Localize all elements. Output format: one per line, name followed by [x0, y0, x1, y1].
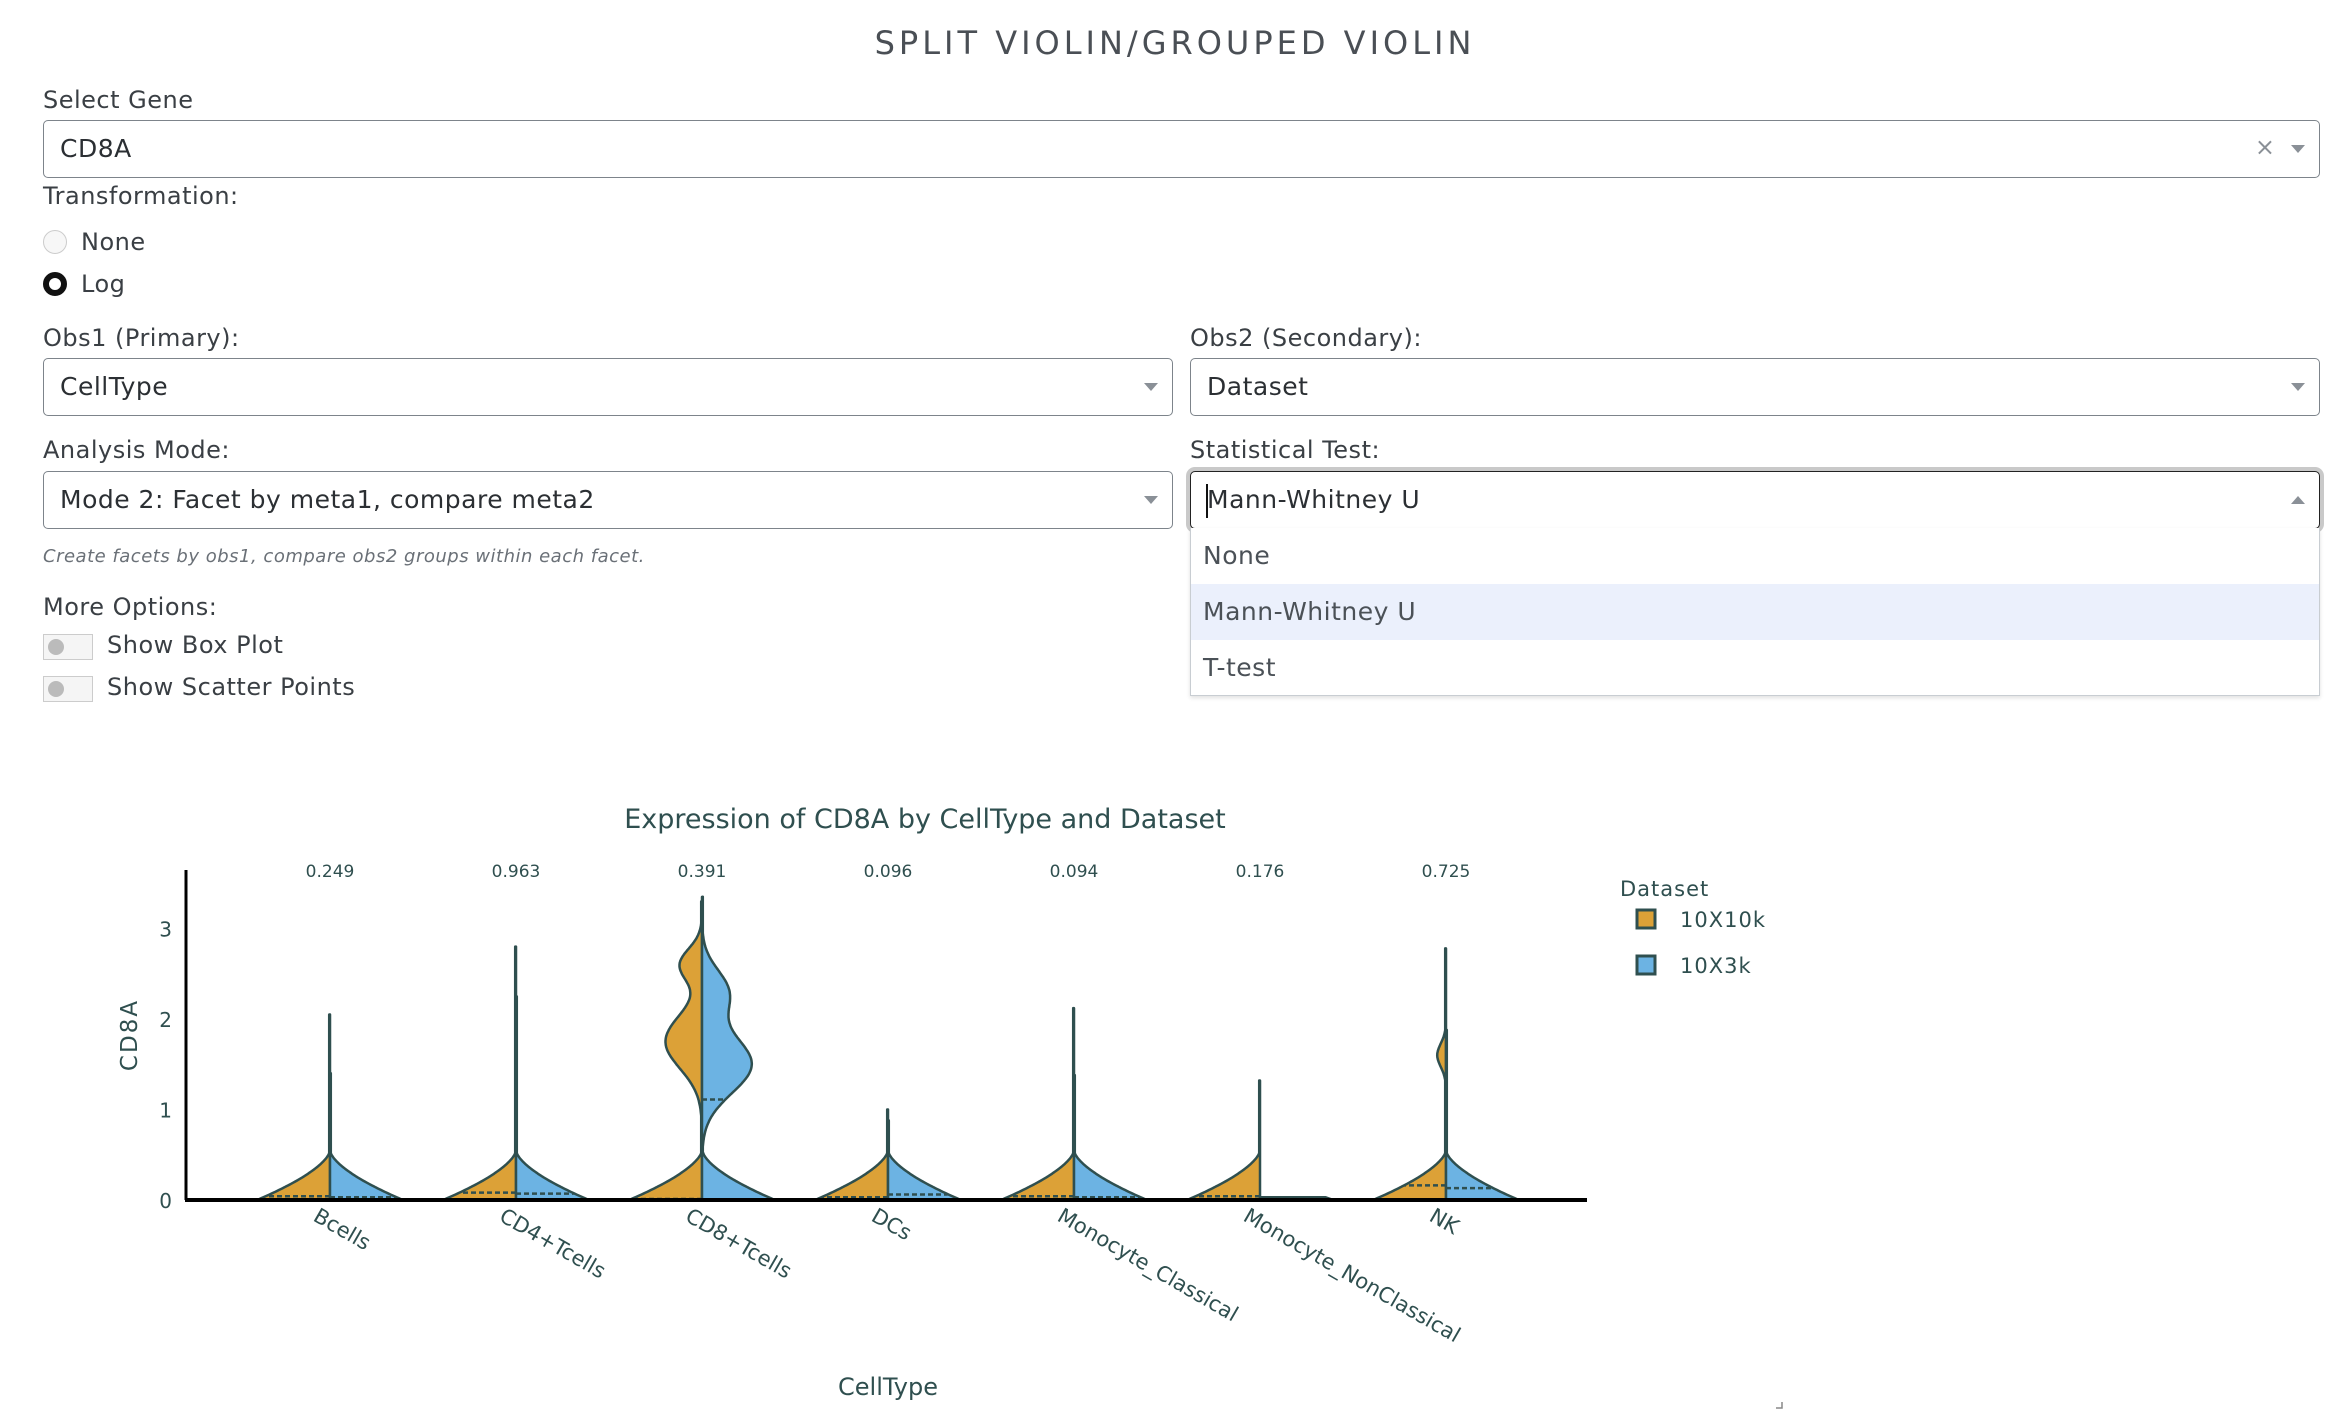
p-value-label: 0.725 — [1422, 862, 1471, 882]
violin-10x3k-dcs[interactable] — [886, 1119, 963, 1202]
radio-none[interactable] — [43, 230, 67, 254]
p-value-label: 0.094 — [1050, 862, 1099, 882]
violin-10x10k-cd8+tcells[interactable] — [627, 900, 704, 1202]
chevron-down-icon[interactable] — [2291, 383, 2305, 391]
p-value-label: 0.963 — [492, 862, 541, 882]
violin-10x3k-nk[interactable] — [1444, 1028, 1521, 1202]
chevron-down-icon[interactable] — [1144, 383, 1158, 391]
analysis-mode-label: Analysis Mode: — [43, 436, 230, 464]
violin-10x3k-cd4+tcells[interactable] — [514, 995, 591, 1202]
option-t-test[interactable]: T-test — [1203, 653, 1277, 682]
stat-test-dropdown-menu: None Mann-Whitney U T-test — [1190, 528, 2320, 696]
chevron-down-icon[interactable] — [1144, 496, 1158, 504]
x-tick-label: CD4+Tcells — [496, 1204, 610, 1284]
radio-none-label[interactable]: None — [81, 228, 146, 256]
stat-test-value[interactable]: Mann-Whitney U — [1207, 485, 1421, 514]
legend-swatch-10x10k[interactable] — [1635, 908, 1657, 930]
obs2-value: Dataset — [1207, 372, 1309, 401]
toggle-knob — [48, 681, 64, 697]
legend-entry-10x10k[interactable]: 10X10k — [1680, 908, 1766, 932]
show-box-plot-toggle[interactable] — [43, 634, 93, 660]
gene-select-value: CD8A — [60, 134, 132, 163]
text-cursor — [1206, 484, 1208, 518]
violin-10x10k-cd4+tcells[interactable] — [441, 945, 518, 1202]
option-mann-whitney-u[interactable]: Mann-Whitney U — [1191, 584, 2319, 640]
violin-10x3k-bcells[interactable] — [328, 1072, 405, 1202]
y-axis-label: CD8A — [117, 999, 143, 1071]
x-axis-label: CellType — [838, 1373, 938, 1401]
y-tick-label: 3 — [159, 918, 172, 942]
x-tick-label: DCs — [868, 1204, 916, 1246]
transformation-label: Transformation: — [43, 182, 239, 210]
chevron-up-icon[interactable] — [2291, 496, 2305, 504]
resize-handle-icon[interactable] — [1776, 1402, 1783, 1409]
more-options-label: More Options: — [43, 593, 218, 621]
violin-chart: Expression of CD8A by CellType and Datas… — [117, 804, 1783, 1409]
stat-test-select[interactable]: Mann-Whitney U — [1190, 471, 2320, 529]
x-tick-label: Monocyte_Classical — [1053, 1204, 1242, 1328]
gene-select[interactable]: CD8A × — [43, 120, 2320, 178]
show-scatter-points-toggle[interactable] — [43, 676, 93, 702]
y-tick-label: 2 — [159, 1008, 172, 1032]
violin-10x10k-monocyte_nonclassical[interactable] — [1185, 1079, 1262, 1202]
p-value-label: 0.096 — [864, 862, 913, 882]
toggle-knob — [48, 639, 64, 655]
violin-10x10k-dcs[interactable] — [813, 1108, 890, 1202]
p-value-label: 0.176 — [1236, 862, 1285, 882]
legend-swatch-10x3k[interactable] — [1635, 954, 1657, 976]
analysis-mode-select[interactable]: Mode 2: Facet by meta1, compare meta2 — [43, 471, 1173, 529]
violin-10x10k-nk[interactable] — [1371, 947, 1448, 1202]
analysis-mode-help: Create facets by obs1, compare obs2 grou… — [43, 546, 645, 567]
x-tick-label: CD8+Tcells — [682, 1204, 796, 1284]
clear-icon[interactable]: × — [2254, 133, 2275, 161]
y-tick-label: 0 — [159, 1189, 172, 1213]
p-value-label: 0.391 — [678, 862, 727, 882]
show-box-plot-label[interactable]: Show Box Plot — [107, 631, 284, 659]
option-none[interactable]: None — [1203, 541, 1271, 570]
stat-test-label: Statistical Test: — [1190, 436, 1381, 464]
legend-entry-10x3k[interactable]: 10X3k — [1680, 954, 1752, 978]
radio-log-label[interactable]: Log — [81, 270, 126, 298]
obs2-select[interactable]: Dataset — [1190, 358, 2320, 416]
y-tick-label: 1 — [159, 1099, 172, 1123]
page-title: SPLIT VIOLIN/GROUPED VIOLIN — [874, 24, 1476, 62]
violin-10x10k-monocyte_classical[interactable] — [999, 1006, 1076, 1202]
obs2-label: Obs2 (Secondary): — [1190, 324, 1422, 352]
legend-title: Dataset — [1620, 877, 1709, 901]
chart-title: Expression of CD8A by CellType and Datas… — [624, 804, 1226, 835]
violin-10x3k-cd8+tcells[interactable] — [700, 895, 777, 1202]
violin-10x10k-bcells[interactable] — [255, 1013, 332, 1202]
chevron-down-icon[interactable] — [2291, 145, 2305, 153]
obs1-label: Obs1 (Primary): — [43, 324, 240, 352]
violin-10x3k-monocyte_classical[interactable] — [1072, 1073, 1149, 1202]
x-tick-label: Bcells — [310, 1204, 375, 1256]
radio-log[interactable] — [43, 272, 67, 296]
x-tick-label: NK — [1426, 1204, 1465, 1240]
show-scatter-points-label[interactable]: Show Scatter Points — [107, 673, 356, 701]
analysis-mode-value: Mode 2: Facet by meta1, compare meta2 — [60, 485, 595, 514]
p-value-label: 0.249 — [306, 862, 355, 882]
select-gene-label: Select Gene — [43, 86, 194, 114]
obs1-value: CellType — [60, 372, 169, 401]
obs1-select[interactable]: CellType — [43, 358, 1173, 416]
